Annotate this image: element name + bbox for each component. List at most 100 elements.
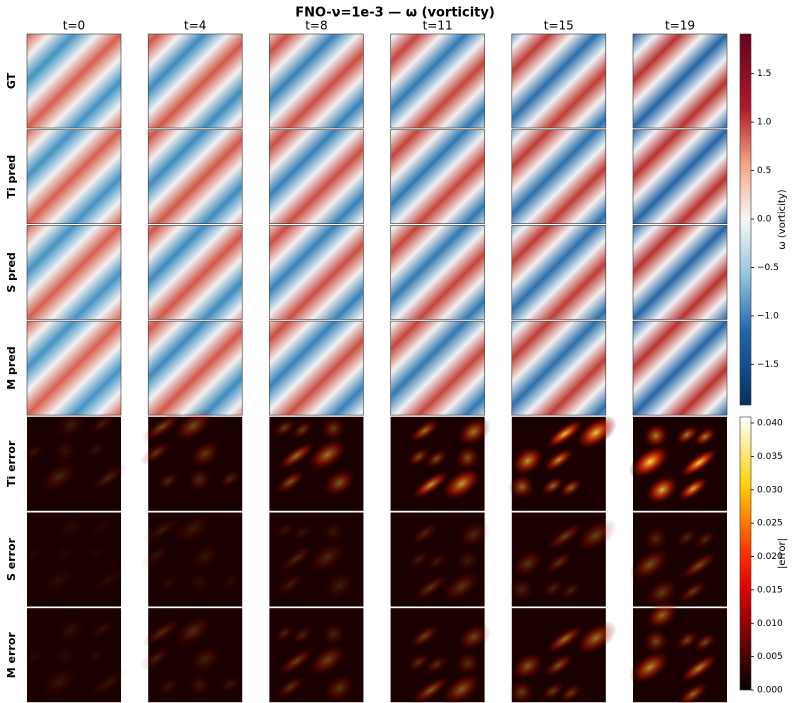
error-blob [574,518,617,553]
error-panel [508,608,617,703]
field-panel [269,33,364,129]
error-blob [408,623,441,649]
error-blob [276,543,317,574]
colorbar-tick-label: 1.0 [757,118,772,128]
error-blob [185,466,213,494]
field-panel [26,33,122,129]
colorbar-tick-label: 0.005 [757,652,783,662]
error-blob [217,673,243,695]
error-blob [674,527,700,548]
colorbar [739,33,752,406]
error-blob [322,672,357,703]
error-blob [440,671,483,703]
colorbar-tick-label: 0.010 [757,619,783,629]
error-blob [87,565,129,596]
error-blob [276,440,317,472]
error-blob [53,512,89,543]
error-blob [21,646,47,668]
colorbar-label: ω (vorticity) [777,189,788,249]
error-blob [83,644,109,666]
error-blob [406,651,431,673]
colorbar-tick-label: 0.035 [757,452,783,462]
error-panel [269,608,364,703]
error-blob [406,549,431,570]
error-panel [628,416,727,511]
error-blob [644,577,680,608]
error-blob [544,623,585,655]
error-blob [139,440,173,466]
colorbar-tick-label: 0.020 [757,552,783,562]
error-blob [676,681,710,703]
error-blob [676,476,710,502]
error-blob [37,664,81,700]
error-blob [540,680,566,702]
field-panel [269,129,364,224]
error-blob [37,562,81,597]
error-blob [21,441,47,463]
error-panel [390,608,491,703]
error-panel [508,415,617,511]
error-blob [410,674,451,703]
error-blob [678,447,720,479]
colorbar-tick-label: 0.5 [757,166,771,176]
error-blob [508,473,536,501]
error-blob [456,519,491,550]
error-blob [574,620,617,656]
error-blob [408,520,441,547]
error-blob [274,674,307,700]
error-blob [678,652,720,684]
error-blob [139,542,173,569]
error-blob [508,576,536,603]
colorbar-tick-label: 0.030 [757,485,783,495]
error-blob [142,514,183,545]
error-blob [453,444,482,472]
error-blob [274,469,307,495]
error-blob [37,459,81,495]
error-blob [440,569,483,604]
column-label: t=0 [63,19,85,33]
row-label: S pred [5,252,18,292]
error-panel [21,409,129,511]
error-blob [87,462,129,494]
column-label: t=15 [544,19,574,33]
field-panel [511,225,607,320]
field-panel [511,129,607,224]
error-blob [644,474,680,506]
error-blob [410,572,451,603]
error-blob [155,573,181,594]
error-blob [453,649,482,677]
error-blob [453,547,482,574]
error-blob [217,571,243,592]
field-panel [632,320,728,416]
error-blob [628,547,672,582]
field-panel [390,33,485,129]
row-label: Ti error [5,440,18,487]
error-blob [540,578,566,599]
error-blob [87,667,129,699]
colorbar-tick-label: 1.5 [757,69,771,79]
error-blob [510,548,546,579]
column-label: t=8 [305,19,327,33]
error-blob [642,422,670,450]
row-label: Ti pred [5,155,18,199]
error-blob [642,525,670,552]
error-blob [406,446,431,468]
error-blob [272,520,297,541]
field-panel [511,320,607,416]
field-panel [147,129,243,224]
field-panel [26,225,122,320]
error-blob [322,570,357,601]
colorbar-tick-label: −0.5 [757,263,779,273]
field-panel [390,320,485,416]
error-blob [155,675,181,697]
error-panel [139,511,243,607]
error-blob [674,629,700,651]
colorbar-tick-label: 0.015 [757,585,783,595]
field-panel [632,129,728,224]
error-blob [628,649,672,685]
error-blob [644,599,680,631]
error-blob [456,416,491,448]
error-blob [306,540,349,575]
error-panel [27,512,129,607]
